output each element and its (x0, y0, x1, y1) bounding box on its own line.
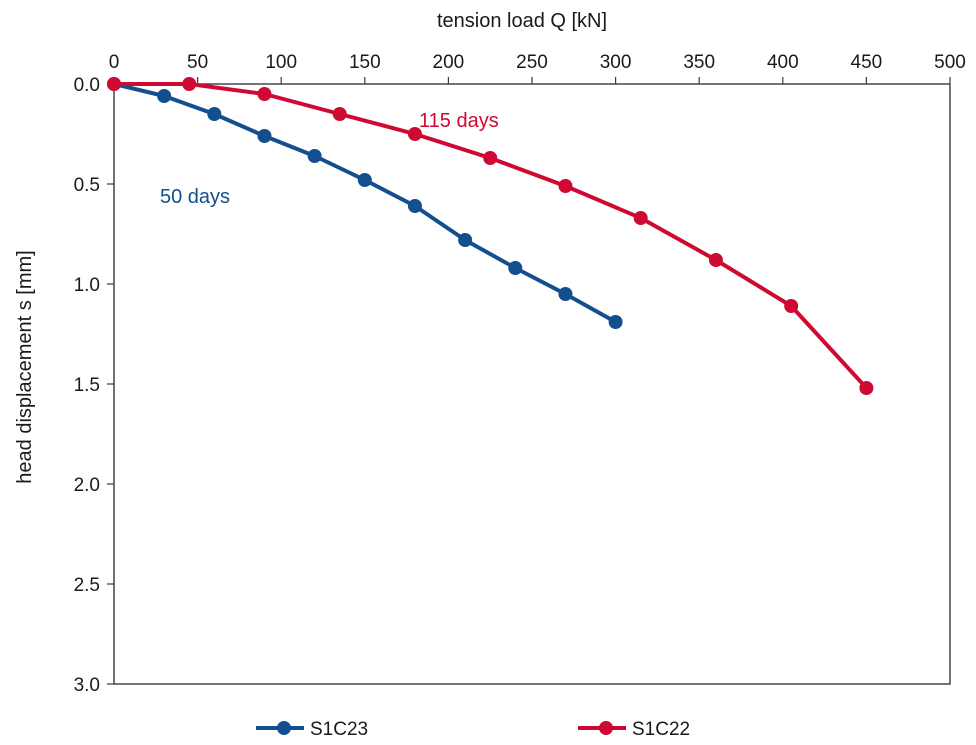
data-point (558, 179, 573, 193)
y-axis-ticks: 0.0 0.5 1.0 1.5 2.0 2.5 3.0 (74, 75, 114, 696)
legend: S1C23 S1C22 (256, 719, 690, 740)
x-axis-title: tension load Q [kN] (437, 10, 607, 32)
data-point (633, 211, 648, 225)
data-point (407, 199, 422, 213)
data-point (508, 261, 523, 275)
y-tick-label: 0.0 (74, 75, 100, 96)
data-point (708, 253, 723, 267)
data-point (257, 129, 272, 143)
x-tick-label: 150 (349, 52, 381, 73)
data-point (107, 77, 121, 91)
y-tick-label: 1.0 (74, 275, 100, 296)
x-tick-label: 500 (934, 52, 966, 73)
data-point (458, 233, 473, 247)
y-tick-label: 3.0 (74, 675, 100, 696)
legend-item: S1C22 (578, 719, 690, 740)
data-point (357, 173, 372, 187)
data-point (207, 107, 222, 121)
data-point (558, 287, 573, 301)
x-tick-label: 300 (600, 52, 632, 73)
y-tick-label: 1.5 (74, 375, 100, 396)
x-tick-label: 250 (516, 52, 548, 73)
data-point (332, 107, 347, 121)
x-tick-label: 0 (109, 52, 120, 73)
x-tick-label: 50 (187, 52, 208, 73)
data-point (407, 127, 422, 141)
series-annotations: 50 days 115 days (160, 110, 499, 208)
legend-item: S1C23 (256, 719, 368, 740)
data-point (483, 151, 498, 165)
data-point (307, 149, 322, 163)
data-point (257, 87, 272, 101)
y-axis-title: head displacement s [mm] (14, 250, 36, 483)
data-point (182, 77, 197, 91)
x-axis-ticks: 0 50 100 150 200 250 300 350 400 450 500 (109, 52, 966, 84)
legend-label: S1C23 (310, 719, 368, 740)
series-annotation: 50 days (160, 186, 230, 208)
series-annotation: 115 days (419, 110, 499, 132)
legend-swatch-marker (277, 721, 291, 735)
legend-label: S1C22 (632, 719, 690, 740)
y-tick-label: 2.0 (74, 475, 100, 496)
x-tick-label: 200 (433, 52, 465, 73)
y-tick-label: 0.5 (74, 175, 100, 196)
data-point (157, 89, 172, 103)
x-tick-label: 350 (683, 52, 715, 73)
data-point (608, 315, 623, 329)
y-tick-label: 2.5 (74, 575, 100, 596)
x-tick-label: 100 (265, 52, 297, 73)
data-point (784, 299, 799, 313)
series-S1C22 (107, 77, 874, 395)
x-tick-label: 450 (851, 52, 883, 73)
x-tick-label: 400 (767, 52, 799, 73)
legend-swatch-marker (599, 721, 613, 735)
series-layer (107, 77, 874, 395)
data-point (859, 381, 874, 395)
